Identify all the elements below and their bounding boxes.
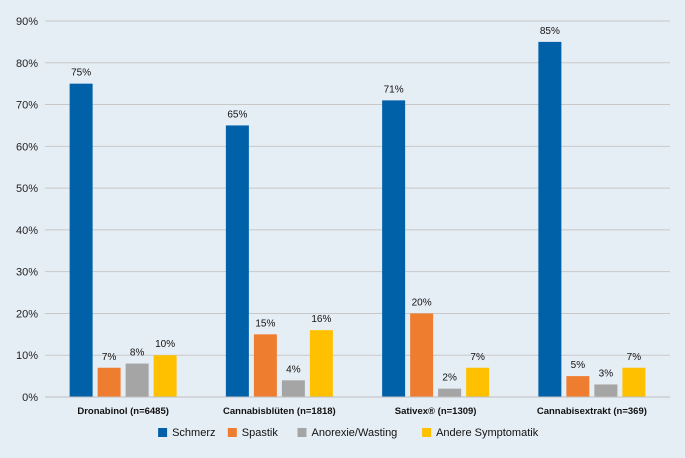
y-tick-label: 80% — [16, 58, 38, 70]
data-label: 5% — [571, 360, 586, 371]
bars — [69, 41, 646, 398]
data-label: 2% — [442, 373, 457, 384]
legend-swatch — [297, 428, 307, 437]
data-label: 4% — [286, 364, 301, 375]
y-tick-label: 50% — [16, 183, 38, 195]
legend: Schmerz Spastik Anorexie/Wasting Andere Sym… — [158, 427, 539, 439]
bar-schmerz-0 — [69, 83, 93, 398]
y-tick-label: 0% — [22, 392, 38, 404]
gridlines — [45, 20, 670, 356]
x-category-label: Dronabinol (n=6485) — [77, 406, 169, 417]
data-label: 16% — [311, 314, 331, 325]
data-label: 7% — [102, 352, 117, 363]
legend-label: Andere Symptomatik — [436, 427, 539, 439]
data-label: 15% — [255, 318, 275, 329]
bar-schmerz-3 — [538, 41, 562, 398]
y-tick-label: 60% — [16, 141, 38, 153]
data-labels: 75% 7% 8% 10% 65% 15% 4% 16% 71% 20% 2% 7% 85% 5% 3% 7% — [71, 26, 641, 384]
x-axis: Dronabinol (n=6485) Cannabisblüten (n=181… — [45, 396, 670, 417]
data-label: 10% — [155, 339, 175, 350]
bar-anorexie-wasting-2 — [438, 388, 462, 397]
bar-andere-symptomatik-1 — [309, 330, 333, 397]
x-category-label: Cannabisblüten (n=1818) — [223, 406, 336, 417]
bar-spastik-2 — [410, 313, 434, 397]
legend-label: Spastik — [242, 427, 279, 439]
y-tick-label: 10% — [16, 350, 38, 362]
bar-andere-symptomatik-2 — [466, 367, 490, 397]
data-label: 75% — [71, 68, 91, 79]
legend-item: Spastik — [227, 427, 279, 439]
y-tick-label: 30% — [16, 267, 38, 279]
x-category-label: Sativex® (n=1309) — [395, 406, 477, 417]
data-label: 71% — [384, 84, 404, 95]
legend-swatch — [227, 428, 237, 437]
bar-andere-symptomatik-3 — [622, 367, 646, 397]
legend-label: Anorexie/Wasting — [312, 427, 398, 439]
bar-schmerz-1 — [225, 125, 249, 397]
legend-swatch — [158, 428, 168, 437]
y-axis: 0% 10% 20% 30% 40% 50% 60% 70% 80% 90% — [16, 16, 38, 404]
y-tick-label: 70% — [16, 100, 38, 112]
legend-swatch — [422, 428, 432, 437]
bar-spastik-0 — [97, 367, 121, 397]
data-label: 20% — [412, 297, 432, 308]
y-tick-label: 40% — [16, 225, 38, 237]
bar-anorexie-wasting-1 — [281, 380, 305, 397]
bar-andere-symptomatik-0 — [153, 355, 177, 397]
y-tick-label: 20% — [16, 308, 38, 320]
data-label: 7% — [627, 352, 642, 363]
y-tick-label: 90% — [16, 16, 38, 28]
data-label: 7% — [470, 352, 485, 363]
legend-item: Anorexie/Wasting — [297, 427, 398, 439]
legend-item: Andere Symptomatik — [422, 427, 539, 439]
legend-label: Schmerz — [172, 427, 215, 439]
bar-anorexie-wasting-3 — [594, 384, 618, 397]
bar-spastik-1 — [253, 334, 277, 397]
bar-schmerz-2 — [382, 100, 406, 397]
legend-item: Schmerz — [158, 427, 216, 439]
data-label: 65% — [227, 109, 247, 120]
x-category-label: Cannabisextrakt (n=369) — [537, 406, 647, 417]
data-label: 85% — [540, 26, 560, 37]
bar-anorexie-wasting-0 — [125, 363, 149, 397]
bar-spastik-3 — [566, 376, 590, 397]
data-label: 8% — [130, 348, 145, 359]
data-label: 3% — [599, 368, 614, 379]
